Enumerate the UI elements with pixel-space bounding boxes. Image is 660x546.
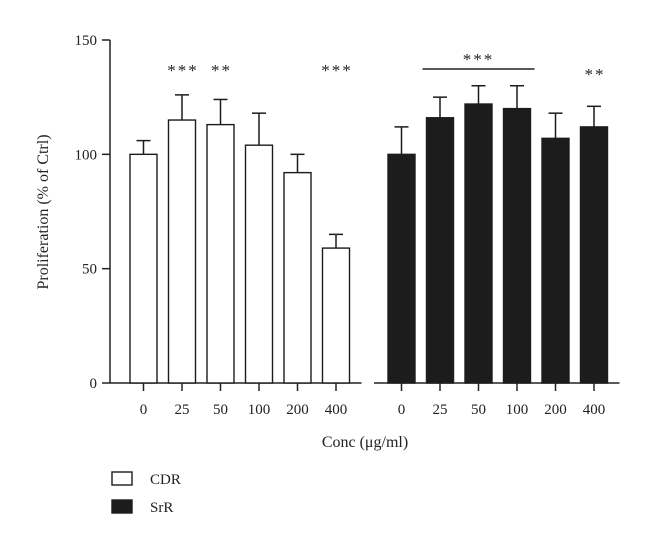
- x-tick-label-srr-25: 25: [433, 402, 448, 418]
- legend-swatch-cdr: [111, 471, 133, 486]
- bar-srr-0: [387, 153, 416, 384]
- y-tick-label-50: 50: [82, 262, 97, 278]
- significance-cdr-50: **: [211, 61, 232, 80]
- bars: [129, 84, 609, 384]
- bar-cdr-0: [129, 153, 158, 384]
- bar-srr-25: [425, 117, 455, 384]
- y-axis-title: Proliferation (% of Ctrl): [35, 134, 52, 289]
- bar-cdr-400: [321, 247, 351, 384]
- legend: CDR SrR: [111, 471, 181, 516]
- x-tick-label-cdr-50: 50: [213, 402, 228, 418]
- bar-srr-50: [464, 103, 493, 384]
- x-tick-label-cdr-25: 25: [175, 402, 190, 418]
- x-tick-label-srr-400: 400: [583, 402, 606, 418]
- legend-label-srr: SrR: [150, 500, 173, 516]
- x-tick-label-srr-200: 200: [544, 402, 567, 418]
- bar-cdr-200: [283, 171, 312, 384]
- x-tick-label-cdr-100: 100: [248, 402, 271, 418]
- significance-cdr-25: ***: [167, 61, 199, 80]
- x-tick-label-srr-100: 100: [506, 402, 529, 418]
- bar-cdr-25: [167, 119, 197, 384]
- significance-cdr-400: ***: [321, 61, 353, 80]
- x-tick-label-cdr-200: 200: [286, 402, 309, 418]
- bar-cdr-50: [206, 123, 235, 384]
- bar-srr-400: [579, 126, 609, 384]
- x-tick-label-cdr-0: 0: [140, 402, 148, 418]
- y-tick-label-150: 150: [75, 33, 98, 49]
- legend-swatch-srr: [111, 499, 133, 514]
- bar-srr-200: [541, 137, 570, 384]
- y-tick-label-0: 0: [90, 376, 98, 392]
- x-tick-label-srr-0: 0: [398, 402, 406, 418]
- x-tick-label-cdr-400: 400: [325, 402, 348, 418]
- bar-srr-100: [502, 107, 532, 384]
- significance-bracket-label: ***: [463, 50, 495, 69]
- legend-label-cdr: CDR: [150, 472, 181, 488]
- y-tick-label-100: 100: [75, 147, 98, 163]
- labels: 0 50 100 150 0 25 *** 50 ** 100 200 400 *** 0 25 50 100 2…: [75, 33, 606, 418]
- significance-srr-400: **: [585, 65, 606, 84]
- x-tick-label-srr-50: 50: [471, 402, 486, 418]
- x-axis-title: Conc (μg/ml): [322, 434, 408, 451]
- bar-cdr-100: [244, 144, 274, 384]
